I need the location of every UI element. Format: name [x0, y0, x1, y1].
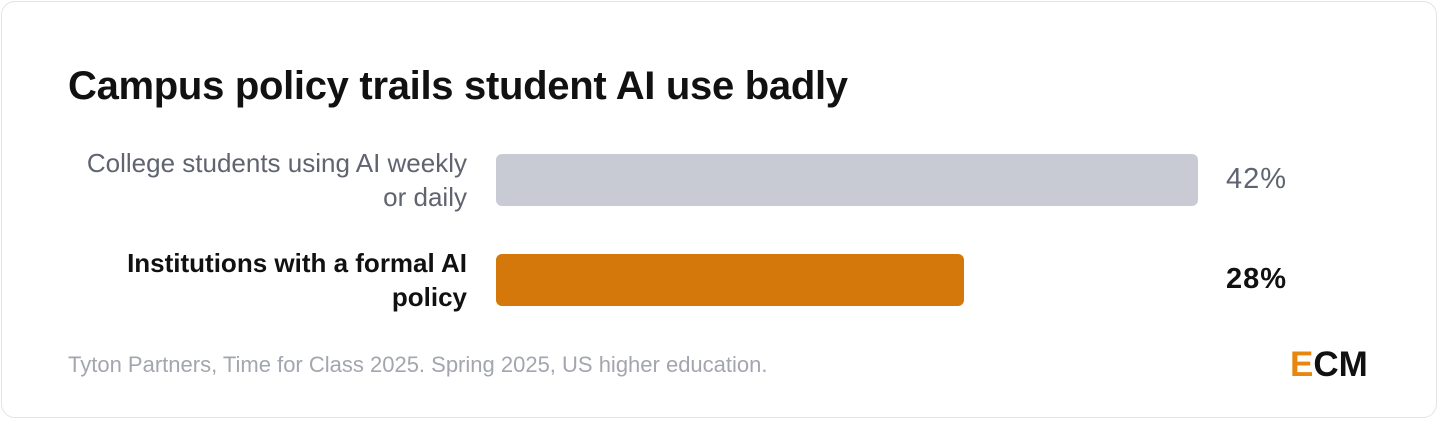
category-label: Institutions with a formal AI policy — [127, 248, 467, 312]
logo-rest: CM — [1313, 345, 1368, 384]
chart-title: Campus policy trails student AI use badl… — [68, 64, 848, 108]
value-label: 42% — [1226, 163, 1288, 195]
source-note: Tyton Partners, Time for Class 2025. Spr… — [68, 352, 768, 377]
bar — [496, 254, 964, 306]
value-label: 28% — [1226, 263, 1288, 295]
logo: ECM — [1290, 345, 1368, 385]
category-label: College students using AI weekly or dail… — [86, 148, 467, 212]
logo-accent: E — [1290, 345, 1314, 384]
bar — [496, 154, 1198, 206]
